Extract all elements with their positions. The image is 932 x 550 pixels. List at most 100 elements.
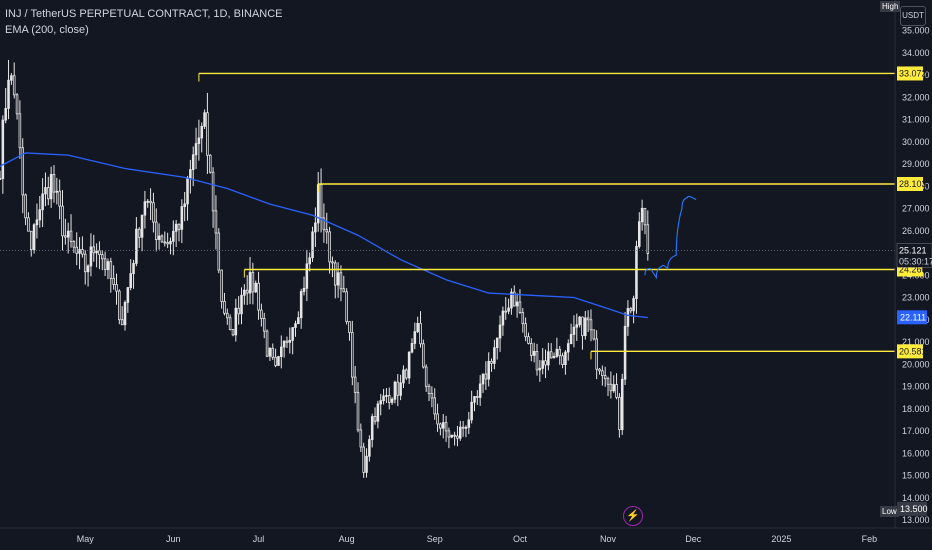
indicator-title[interactable]: EMA (200, close): [5, 24, 89, 36]
low-price-label: 13.500: [900, 504, 928, 514]
candle-body: [109, 261, 113, 279]
candle-body: [575, 324, 579, 328]
candle-body: [524, 323, 527, 338]
candle-body: [535, 350, 539, 371]
candle-body: [476, 396, 479, 398]
candle-body: [527, 336, 530, 344]
time-tick-label: Sep: [427, 534, 443, 544]
alert-lightning-icon[interactable]: ⚡: [623, 506, 643, 526]
candle-body: [362, 446, 365, 473]
candle-body: [294, 323, 297, 328]
candle-body: [197, 137, 201, 144]
candle-body: [558, 348, 562, 357]
candle-body: [598, 368, 601, 372]
candle-body: [282, 340, 286, 348]
candle-body: [464, 426, 468, 429]
candles-layer: [0, 59, 650, 478]
candle-body: [623, 325, 627, 380]
candle-body: [245, 289, 249, 294]
candle-body: [490, 360, 493, 364]
candle-body: [541, 360, 544, 369]
candle-body: [137, 228, 141, 238]
price-tick-label: 13.000: [902, 515, 930, 525]
candle-body: [24, 194, 27, 219]
candle-body: [89, 246, 93, 267]
candle-body: [376, 403, 380, 422]
candle-body: [493, 347, 496, 364]
level-price-tag: [897, 344, 923, 359]
candle-body: [297, 317, 300, 325]
candle-body: [95, 250, 98, 254]
time-axis[interactable]: May Jun Jul Aug Sep Oct Nov Dec 2025 Feb: [0, 527, 932, 544]
candle-body: [115, 283, 118, 292]
candle-body: [118, 290, 121, 321]
candle-body: [129, 273, 132, 288]
candle-body: [7, 79, 10, 109]
candle-body: [456, 435, 459, 439]
currency-button[interactable]: USDT: [900, 6, 926, 26]
candle-body: [561, 355, 564, 365]
candle-body: [370, 416, 374, 441]
candle-body: [251, 272, 255, 293]
candle-body: [32, 224, 36, 251]
candle-body: [75, 246, 78, 254]
candle-body: [92, 246, 96, 254]
candle-body: [302, 287, 306, 292]
price-tick-label: 14.000: [902, 493, 930, 503]
candle-body: [430, 393, 434, 399]
time-tick-label: Dec: [685, 534, 702, 544]
candle-body: [530, 342, 533, 356]
candle-body: [180, 206, 184, 230]
symbol-title[interactable]: INJ / TetherUS PERPETUAL CONTRACT, 1D, B…: [5, 8, 283, 20]
candle-body: [112, 277, 115, 285]
candle-body: [487, 360, 490, 380]
candle-body: [331, 261, 334, 264]
candle-body: [217, 232, 221, 271]
candle-body: [365, 455, 368, 473]
candle-body: [149, 200, 152, 204]
candle-body: [345, 291, 348, 323]
candle-body: [15, 94, 19, 115]
candle-body: [353, 376, 357, 393]
candle-body: [504, 310, 508, 313]
candle-body: [206, 112, 209, 156]
level-price-label: 24.260: [899, 265, 927, 275]
candle-body: [27, 217, 30, 232]
candle-body: [416, 322, 419, 333]
candle-body: [643, 207, 647, 226]
candle-body: [495, 337, 499, 349]
candle-body: [333, 262, 337, 286]
candle-body: [83, 253, 87, 273]
candle-body: [78, 249, 81, 254]
time-tick-label: Nov: [600, 534, 617, 544]
candle-body: [351, 332, 354, 378]
price-tick-label: 35.000: [902, 26, 930, 36]
candle-body: [470, 401, 473, 421]
candle-body: [55, 190, 59, 193]
projection-drawing: [644, 195, 697, 280]
candle-body: [132, 262, 135, 275]
candle-body: [58, 190, 61, 207]
candle-body: [47, 187, 50, 200]
candle-body: [4, 108, 7, 121]
candle-body: [402, 369, 405, 384]
chart-legend: INJ / TetherUS PERPETUAL CONTRACT, 1D, B…: [5, 6, 283, 38]
price-tick-label: 15.000: [902, 471, 930, 481]
candle-body: [336, 272, 340, 286]
candle-body: [410, 343, 414, 353]
candle-body: [285, 340, 289, 343]
candle-body: [308, 257, 311, 265]
candle-body: [399, 382, 402, 396]
price-tick-label: 23.000: [902, 293, 930, 303]
candle-body: [143, 201, 147, 216]
candle-body: [140, 214, 144, 238]
price-tick-label: 26.000: [902, 226, 930, 236]
candle-body: [154, 221, 158, 240]
candle-body: [387, 395, 391, 403]
candle-body: [41, 193, 44, 211]
candle-body: [38, 209, 42, 221]
candle-body: [172, 230, 175, 242]
candle-body: [72, 241, 76, 248]
candle-body: [640, 207, 644, 223]
